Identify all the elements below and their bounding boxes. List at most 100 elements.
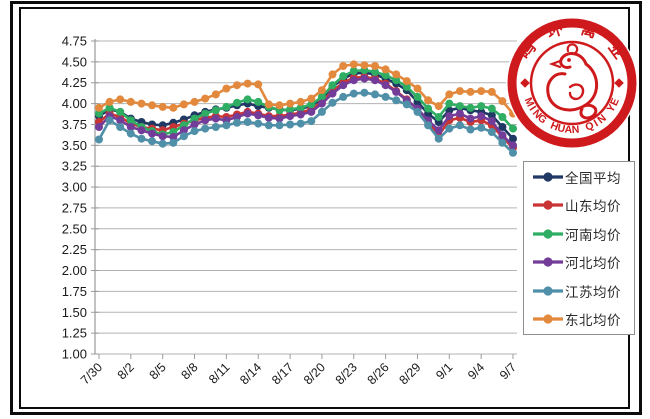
data-point-hebei-average — [211, 114, 220, 123]
data-point-hebei-average — [296, 110, 305, 119]
y-tick-label: 3.50 — [62, 138, 87, 153]
data-point-hebei-average — [477, 112, 486, 121]
data-point-henan-average — [434, 113, 443, 121]
data-point-hebei-average — [381, 81, 390, 90]
y-tick-label: 2.50 — [62, 221, 87, 236]
x-tick-label: 8/26 — [365, 360, 392, 387]
data-point-henan-average — [211, 106, 220, 115]
data-point-jiangsu-average — [498, 138, 507, 147]
data-point-hebei-average — [158, 132, 167, 141]
legend-label: 山东均价 — [565, 199, 621, 215]
legend-item-national-average: 全国平均 — [532, 163, 634, 192]
y-tick-label: 4.50 — [62, 54, 87, 69]
data-point-hebei-average — [275, 114, 284, 123]
data-point-northeast-average — [137, 99, 146, 108]
data-point-henan-average — [317, 92, 326, 101]
data-point-northeast-average — [477, 87, 486, 96]
svg-text:禽: 禽 — [578, 18, 601, 42]
legend-marker-icon — [533, 286, 563, 296]
data-point-jiangsu-average — [158, 139, 167, 148]
data-point-jiangsu-average — [392, 96, 401, 105]
data-point-northeast-average — [233, 81, 241, 90]
data-point-henan-average — [233, 98, 241, 107]
y-axis-labels: 4.75 4.50 4.25 4.00 3.75 3.50 3.25 3.00 2.75 2.50… — [62, 34, 87, 362]
series-hebei-average — [95, 74, 517, 150]
legend-item-hebei-average: 河北均价 — [532, 248, 634, 277]
data-point-jiangsu-average — [211, 123, 220, 131]
y-tick-label: 2.75 — [62, 200, 87, 215]
data-point-henan-average — [477, 102, 486, 111]
series-line-jiangsu-average — [97, 91, 514, 154]
y-tick-label: 3.25 — [62, 159, 87, 174]
data-point-northeast-average — [105, 97, 114, 106]
data-point-northeast-average — [487, 87, 496, 96]
data-point-jiangsu-average — [434, 134, 443, 143]
legend-item-shandong-average: 山东均价 — [532, 191, 634, 220]
data-point-national-average — [498, 123, 507, 131]
data-point-northeast-average — [349, 60, 358, 69]
svg-text:E: E — [608, 96, 622, 107]
data-point-henan-average — [413, 92, 422, 101]
data-point-henan-average — [190, 114, 199, 123]
data-point-jiangsu-average — [381, 92, 390, 101]
data-point-hebei-average — [148, 129, 157, 138]
data-point-hebei-average — [286, 112, 295, 121]
x-tick-label: 7/30 — [78, 360, 105, 387]
data-point-jiangsu-average — [95, 135, 103, 144]
data-point-henan-average — [201, 109, 210, 118]
data-point-jiangsu-average — [413, 107, 422, 116]
data-point-northeast-average — [169, 103, 178, 112]
seal-inner-ring — [529, 40, 615, 126]
svg-text:U: U — [556, 122, 566, 135]
x-axis-labels: 7/30 8/2 8/5 8/8 8/11 8/14 8/17 8/20 8/23 8/26 8/2… — [78, 354, 519, 387]
data-point-northeast-average — [434, 102, 443, 111]
data-point-jiangsu-average — [286, 120, 295, 129]
gridlines — [91, 40, 517, 355]
series-line-northeast-average — [98, 63, 514, 115]
data-point-jiangsu-average — [317, 107, 326, 116]
data-point-henan-average — [466, 103, 475, 112]
y-tick-label: 4.25 — [62, 75, 87, 90]
data-point-northeast-average — [317, 86, 326, 95]
data-point-jiangsu-average — [201, 124, 210, 133]
data-point-jiangsu-average — [169, 138, 178, 147]
data-point-hebei-average — [487, 117, 496, 126]
series-line-henan-average — [98, 68, 514, 136]
x-tick-label: 8/29 — [396, 360, 423, 387]
data-point-northeast-average — [179, 100, 188, 109]
data-point-northeast-average — [243, 79, 252, 88]
data-point-northeast-average — [95, 103, 103, 112]
data-point-henan-average — [498, 113, 507, 121]
data-point-northeast-average — [455, 87, 464, 96]
legend-marker-icon — [533, 200, 563, 210]
data-point-henan-average — [381, 71, 390, 80]
rooster-icon — [546, 43, 599, 120]
data-point-hebei-average — [371, 76, 379, 85]
y-tick-label: 2.25 — [62, 242, 87, 257]
data-point-northeast-average — [360, 61, 369, 70]
x-tick-label: 8/5 — [147, 360, 169, 382]
data-point-jiangsu-average — [349, 89, 358, 98]
data-point-northeast-average — [201, 94, 210, 103]
legend-marker-icon — [533, 229, 563, 239]
y-tick-label: 1.75 — [62, 284, 87, 299]
data-point-hebei-average — [126, 123, 135, 131]
y-tick-label: 4.75 — [62, 34, 87, 49]
y-tick-label: 3.75 — [62, 117, 87, 132]
data-point-hebei-average — [179, 126, 188, 135]
data-point-jiangsu-average — [137, 134, 146, 143]
data-point-northeast-average — [424, 96, 433, 105]
data-point-jiangsu-average — [126, 129, 135, 138]
chart-legend: 全国平均 山东均价 河南均价 河北均价 江苏均价 东北均价 — [523, 161, 635, 335]
y-tick-label: 2.00 — [62, 263, 87, 278]
data-point-northeast-average — [254, 80, 263, 89]
data-point-northeast-average — [328, 70, 337, 79]
data-point-northeast-average — [148, 101, 157, 110]
data-point-northeast-average — [466, 87, 475, 96]
data-point-jiangsu-average — [179, 132, 188, 141]
data-point-jiangsu-average — [339, 92, 348, 101]
data-point-henan-average — [254, 97, 263, 106]
